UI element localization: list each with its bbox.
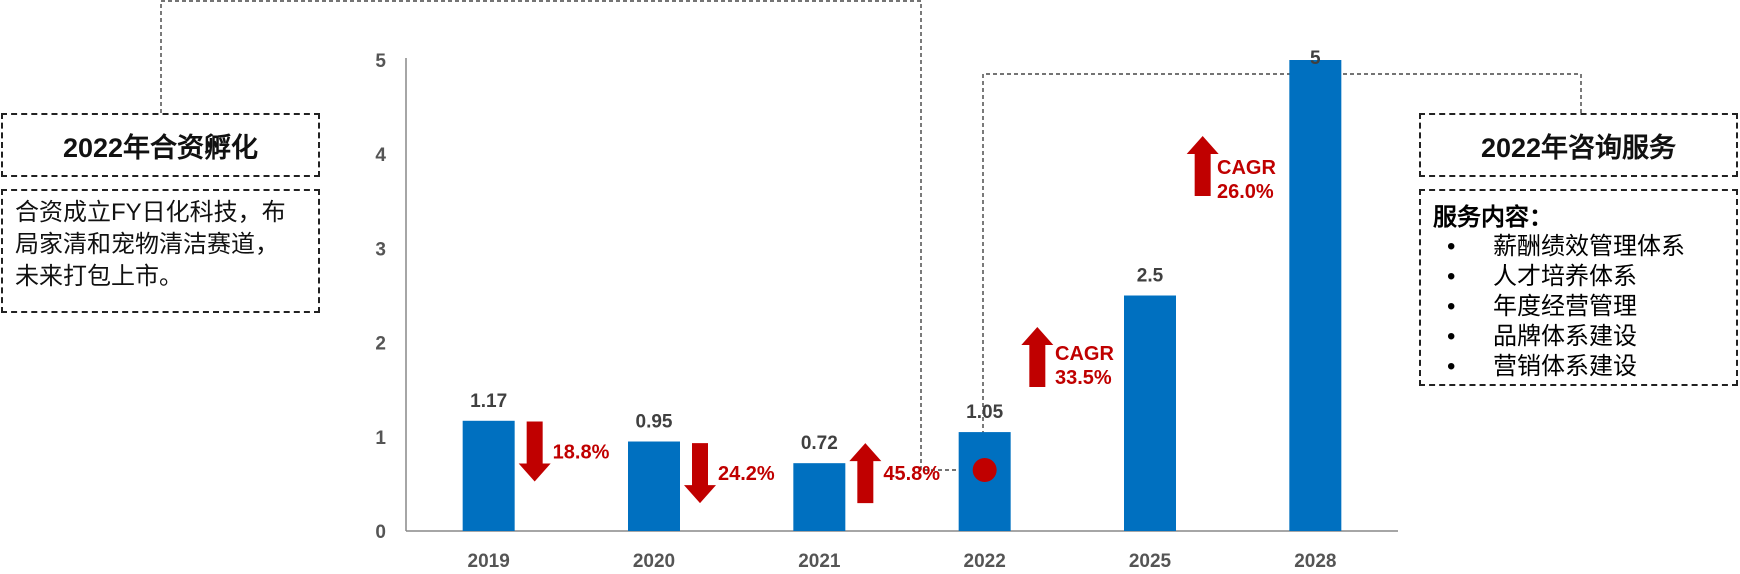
connector-line-left: [160, 0, 983, 471]
bar-value-label: 0.72: [801, 433, 838, 454]
cagr-annotation-2: CAGR 26.0%: [1217, 156, 1276, 204]
service-item: 年度经营管理: [1433, 292, 1724, 322]
y-tick-label: 2: [375, 334, 386, 355]
cagr-arrow: [1021, 326, 1054, 387]
x-tick-label: 2025: [1129, 551, 1172, 572]
y-tick-label: 5: [375, 51, 386, 72]
bar: [462, 420, 515, 531]
connector-line-right: [982, 73, 1582, 470]
service-item: 营销体系建设: [1433, 352, 1724, 382]
cagr-value: 33.5%: [1055, 367, 1112, 389]
bar-value-label: 0.95: [636, 412, 673, 433]
x-tick-label: 2022: [964, 551, 1006, 572]
bar: [1124, 295, 1176, 531]
cagr-title: CAGR: [1217, 157, 1276, 179]
service-item: 薪酬绩效管理体系: [1433, 232, 1724, 262]
bar-value-label: 1.17: [470, 391, 507, 412]
right-panel-title-text: 2022年咨询服务: [1480, 132, 1677, 163]
y-tick-label: 3: [375, 239, 386, 260]
right-panel-title: 2022年咨询服务: [1419, 113, 1738, 177]
x-tick-label: 2021: [798, 551, 841, 572]
service-item: 品牌体系建设: [1433, 322, 1724, 352]
change-label: 45.8%: [883, 463, 940, 485]
chart-axes: 0 1 2 3 4 5 2019 2020 2021 2022 2025 2028: [375, 51, 1398, 572]
left-panel-line: 合资成立FY日化科技，布: [15, 199, 286, 226]
x-tick-label: 2028: [1294, 551, 1336, 572]
change-label: 18.8%: [553, 442, 610, 464]
cagr-annotation-1: CAGR 33.5%: [1055, 342, 1114, 390]
marker-dot: [972, 458, 997, 482]
change-arrow: [684, 443, 716, 504]
bar-value-label: 5: [1310, 48, 1321, 69]
cagr-arrow: [1186, 135, 1219, 196]
bar-value-label: 2.5: [1137, 266, 1164, 287]
change-arrow: [849, 443, 882, 504]
service-item: 人才培养体系: [1433, 262, 1724, 292]
bar: [628, 441, 680, 531]
bar: [793, 463, 846, 531]
right-panel-body: 服务内容： 薪酬绩效管理体系 人才培养体系 年度经营管理 品牌体系建设 营销体系…: [1419, 189, 1738, 386]
left-panel-title-text: 2022年合资孵化: [62, 132, 259, 163]
left-panel-body: 合资成立FY日化科技，布 局家清和宠物清洁赛道， 未来打包上市。: [1, 189, 320, 313]
cagr-title: CAGR: [1055, 343, 1114, 365]
y-tick-label: 0: [375, 522, 386, 543]
services-heading: 服务内容：: [1433, 204, 1553, 231]
change-label: 24.2%: [718, 463, 775, 485]
left-panel-line: 未来打包上市。: [15, 263, 183, 290]
services-list: 薪酬绩效管理体系 人才培养体系 年度经营管理 品牌体系建设 营销体系建设: [1433, 232, 1724, 382]
y-tick-label: 4: [375, 145, 386, 166]
left-panel-line: 局家清和宠物清洁赛道，: [15, 231, 279, 258]
x-tick-label: 2020: [633, 551, 675, 572]
cagr-value: 26.0%: [1217, 181, 1274, 203]
x-tick-label: 2019: [468, 551, 510, 572]
bar: [1289, 60, 1342, 531]
left-panel-title: 2022年合资孵化: [1, 113, 320, 177]
change-arrow: [518, 421, 551, 482]
bar-value-label: 1.05: [966, 402, 1003, 423]
y-tick-label: 1: [375, 428, 386, 449]
change-arrows: 18.8% 24.2% 45.8%: [518, 135, 1219, 504]
chart-bars: 1.17 0.95 0.72 1.05 2.5 5: [462, 48, 1342, 531]
